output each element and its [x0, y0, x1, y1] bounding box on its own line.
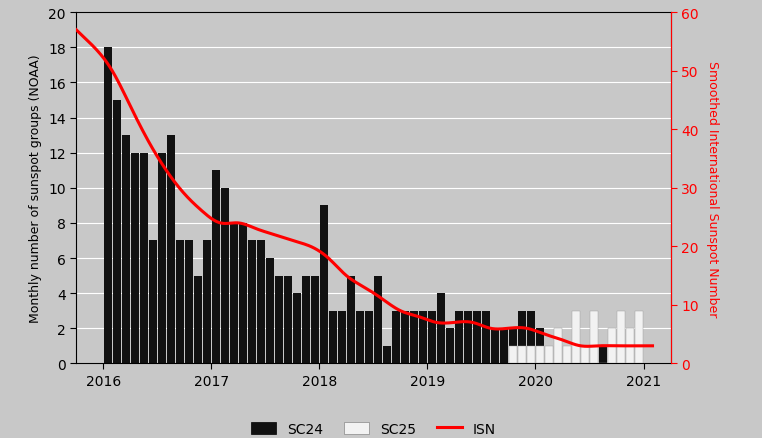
Legend: SC24, SC25, ISN: SC24, SC25, ISN [245, 416, 501, 438]
Bar [572, 311, 580, 364]
Bar [410, 311, 418, 364]
Bar [527, 346, 535, 364]
Bar [293, 293, 301, 364]
Bar [617, 346, 625, 364]
Bar [302, 276, 310, 364]
Bar [383, 346, 391, 364]
Bar [581, 346, 589, 364]
Bar [464, 311, 472, 364]
Bar [545, 346, 553, 364]
Bar [248, 241, 256, 364]
Bar [554, 328, 562, 364]
Bar [527, 311, 535, 364]
Bar [500, 328, 508, 364]
Bar [239, 223, 247, 364]
Bar [320, 206, 328, 364]
Bar [419, 311, 427, 364]
Bar [347, 276, 355, 364]
Bar [563, 346, 571, 364]
Bar [509, 328, 517, 364]
Bar [329, 311, 337, 364]
Bar [184, 241, 193, 364]
Bar [149, 241, 157, 364]
Bar [229, 223, 238, 364]
Bar [203, 241, 211, 364]
Bar [275, 276, 283, 364]
Bar [104, 48, 112, 364]
Bar [131, 153, 139, 364]
Bar [212, 171, 220, 364]
Bar [221, 188, 229, 364]
Bar [536, 346, 544, 364]
Bar [626, 328, 634, 364]
Bar [608, 346, 616, 364]
Bar [257, 241, 265, 364]
Bar [518, 311, 526, 364]
Bar [545, 346, 553, 364]
Bar [194, 276, 202, 364]
Bar [482, 311, 490, 364]
Bar [266, 258, 274, 364]
Bar [428, 311, 436, 364]
Bar [167, 136, 174, 364]
Bar [509, 346, 517, 364]
Bar [392, 311, 400, 364]
Bar [401, 311, 409, 364]
Bar [518, 346, 526, 364]
Bar [572, 346, 580, 364]
Bar [536, 328, 544, 364]
Bar [635, 311, 643, 364]
Bar [283, 276, 292, 364]
Bar [437, 293, 445, 364]
Bar [617, 311, 625, 364]
Bar [446, 328, 454, 364]
Bar [311, 276, 319, 364]
Bar [554, 328, 562, 364]
Bar [113, 101, 121, 364]
Bar [356, 311, 364, 364]
Bar [365, 311, 373, 364]
Bar [176, 241, 184, 364]
Bar [491, 328, 499, 364]
Y-axis label: Monthly number of sunspot groups (NOAA): Monthly number of sunspot groups (NOAA) [30, 54, 43, 322]
Bar [338, 311, 346, 364]
Bar [158, 153, 166, 364]
Y-axis label: Smoothed International Sunspot Number: Smoothed International Sunspot Number [706, 60, 719, 316]
Bar [581, 346, 589, 364]
Bar [608, 328, 616, 364]
Bar [599, 346, 607, 364]
Bar [374, 276, 382, 364]
Bar [455, 311, 463, 364]
Bar [139, 153, 148, 364]
Bar [635, 346, 643, 364]
Bar [122, 136, 130, 364]
Bar [473, 311, 481, 364]
Bar [590, 311, 598, 364]
